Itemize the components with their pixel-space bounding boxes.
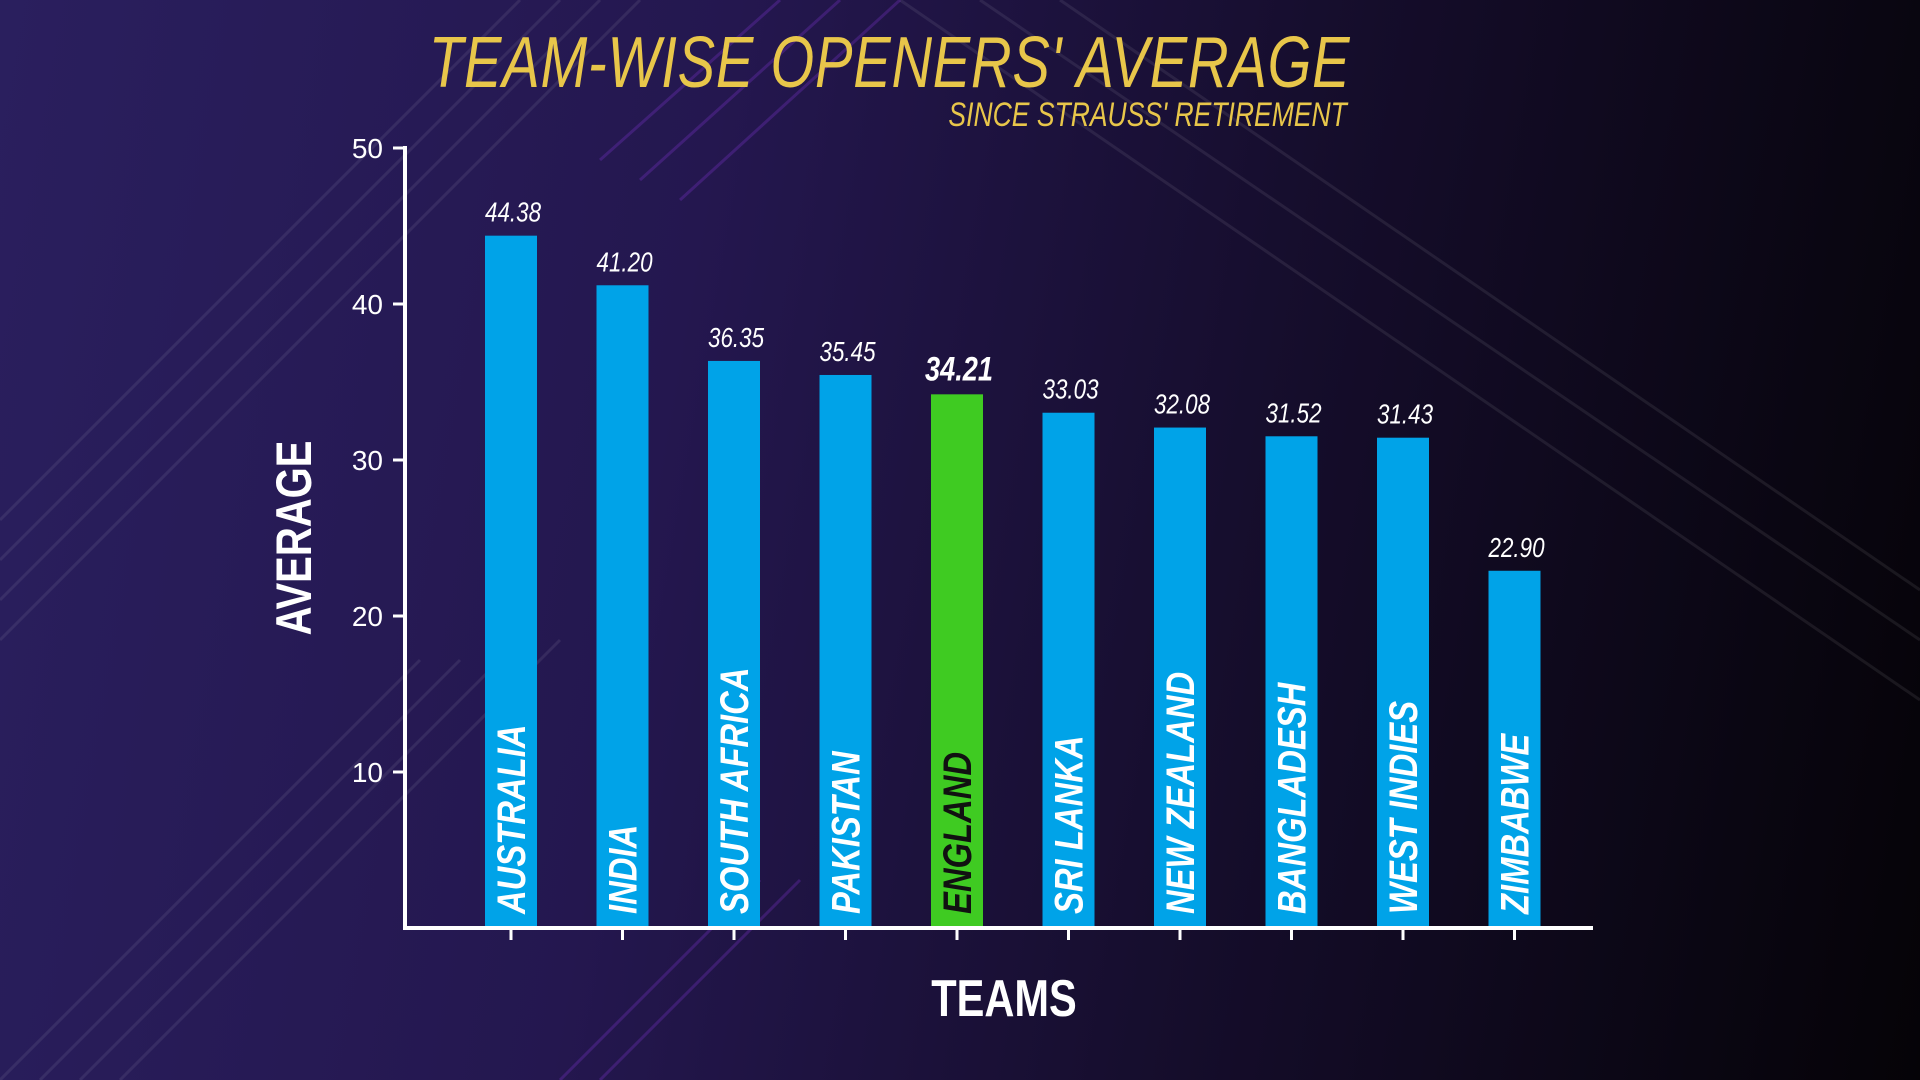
- data-label: 33.03: [1042, 374, 1098, 405]
- category-label: ZIMBABWE: [1492, 732, 1537, 915]
- data-label: 34.21: [925, 349, 993, 388]
- y-tick-label: 50: [352, 133, 383, 164]
- bar-england: [931, 394, 983, 927]
- data-label: 44.38: [485, 197, 541, 228]
- y-tick-label: 20: [352, 601, 383, 632]
- bar-west-indies: [1377, 437, 1429, 926]
- y-tick-label: 30: [352, 445, 383, 476]
- data-label: 31.52: [1265, 398, 1321, 429]
- data-label: 32.08: [1154, 389, 1210, 420]
- category-label: AUSTRALIA: [489, 725, 534, 915]
- y-tick-label: 40: [352, 289, 383, 320]
- chart-title: TEAM-WISE OPENERS' AVERAGE: [428, 23, 1350, 103]
- data-label: 35.45: [819, 337, 876, 368]
- bar-india: [596, 285, 649, 926]
- bar-pakistan: [819, 374, 872, 927]
- data-label: 41.20: [596, 247, 652, 278]
- category-label: INDIA: [600, 825, 645, 914]
- bar-bangladesh: [1265, 436, 1318, 926]
- y-tick-label: 10: [352, 757, 383, 788]
- bar-australia: [485, 235, 537, 926]
- category-label: SRI LANKA: [1046, 735, 1091, 914]
- data-label: 22.90: [1488, 532, 1545, 563]
- bar-sri-lanka: [1042, 412, 1095, 926]
- category-label: BANGLADESH: [1269, 681, 1314, 914]
- bar-south-africa: [708, 360, 760, 926]
- data-label: 31.43: [1377, 399, 1433, 430]
- category-label: SOUTH AFRICA: [712, 667, 757, 914]
- category-label: NEW ZEALAND: [1158, 672, 1203, 914]
- x-axis-label: TEAMS: [931, 969, 1077, 1028]
- category-label: ENGLAND: [935, 752, 980, 914]
- bar-new-zealand: [1154, 427, 1206, 926]
- y-axis-label: AVERAGE: [266, 441, 322, 636]
- data-label: 36.35: [708, 323, 765, 354]
- category-label: WEST INDIES: [1381, 700, 1426, 914]
- chart-subtitle: SINCE STRAUSS' RETIREMENT: [948, 96, 1347, 134]
- category-label: PAKISTAN: [823, 750, 868, 914]
- bar-zimbabwe: [1488, 570, 1541, 926]
